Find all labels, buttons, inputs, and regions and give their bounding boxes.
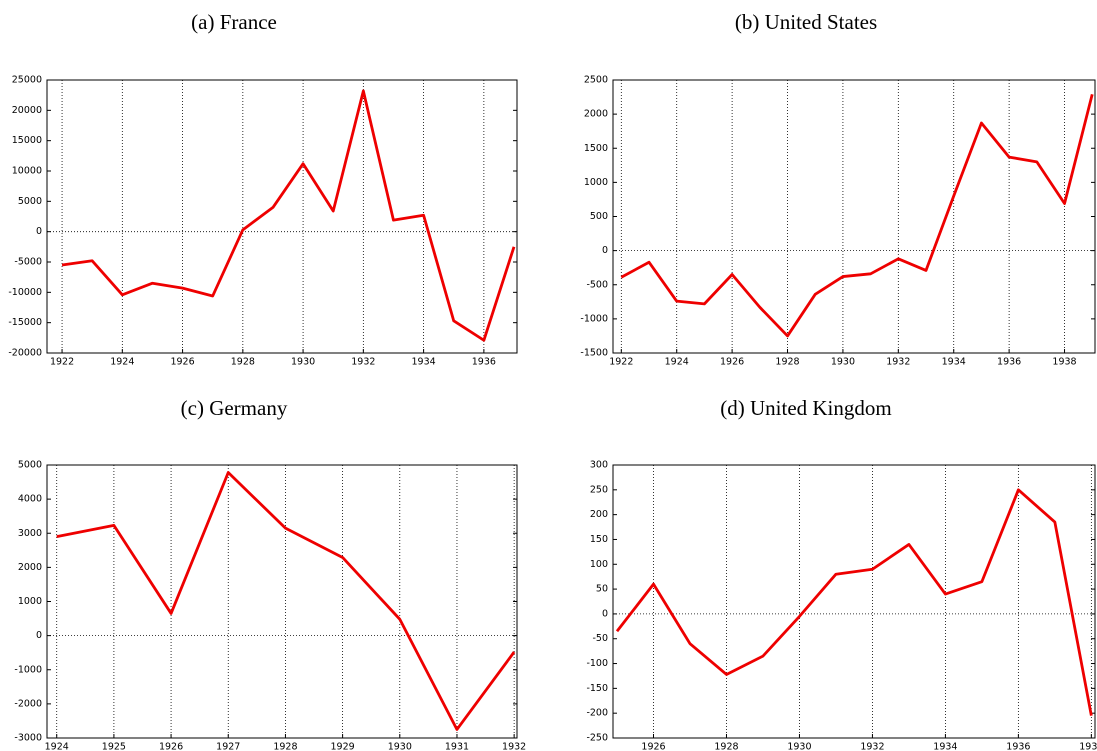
y-tick-label: 2000 [584,109,608,120]
plot-frame [612,464,1096,739]
plot-frame [46,464,518,739]
x-tick-label: 1934 [933,742,957,751]
y-tick-label: 5000 [18,460,42,471]
y-tick-label: 20000 [12,105,42,116]
x-tick-label: 1922 [609,357,633,368]
y-tick-label: 50 [596,584,608,595]
x-tick-label: 1934 [412,357,436,368]
data-line [620,93,1094,338]
x-tick-label: 1927 [216,742,240,751]
y-tick-label: 15000 [12,135,42,146]
x-tick-label: 1926 [159,742,183,751]
y-tick-label: 0 [602,608,608,619]
x-tick-label: 1922 [50,357,74,368]
x-tick-label: 1924 [45,742,69,751]
y-tick-label: -1000 [580,313,608,324]
x-tick-label: 1938 [1052,357,1076,368]
y-tick-label: -10000 [8,287,42,298]
x-tick-label: 1924 [665,357,689,368]
y-tick-label: 100 [590,559,608,570]
x-tick-label: 1928 [714,742,738,751]
x-tick-label: 1932 [351,357,375,368]
y-tick-label: -100 [586,658,608,669]
y-tick-label: 200 [590,509,608,520]
y-tick-label: 3000 [18,528,42,539]
x-tick-label: 1928 [273,742,297,751]
x-tick-label: 1930 [831,357,855,368]
x-tick-label: 1928 [775,357,799,368]
y-tick-label: 10000 [12,166,42,177]
y-tick-label: 0 [602,245,608,256]
x-tick-label: 1926 [641,742,665,751]
x-tick-label: 1938 [1079,742,1097,751]
x-tick-label: 1934 [942,357,966,368]
y-tick-label: -200 [586,708,608,719]
x-tick-label: 1932 [502,742,526,751]
y-tick-label: 300 [590,460,608,471]
x-tick-label: 1930 [291,357,315,368]
x-tick-label: 1936 [472,357,496,368]
y-tick-label: 0 [36,630,42,641]
panel-title: (b) United States [735,10,877,34]
x-tick-label: 1930 [388,742,412,751]
y-tick-label: 2000 [18,562,42,573]
x-tick-label: 1932 [886,357,910,368]
y-tick-label: -5000 [14,257,42,268]
y-tick-label: 1500 [584,143,608,154]
y-tick-label: -2000 [14,698,42,709]
y-tick-label: 5000 [18,196,42,207]
plot-frame [46,79,518,354]
data-line [61,89,516,342]
plot-frame [612,79,1096,354]
x-tick-label: 1926 [720,357,744,368]
y-tick-label: -150 [586,683,608,694]
x-tick-label: 1931 [445,742,469,751]
y-tick-label: -250 [586,733,608,744]
y-tick-label: 4000 [18,494,42,505]
y-tick-label: 150 [590,534,608,545]
x-tick-label: 1925 [102,742,126,751]
y-tick-label: -1000 [14,664,42,675]
panel-title: (a) France [191,10,277,34]
y-tick-label: 25000 [12,75,42,86]
x-tick-label: 1936 [997,357,1021,368]
panel-title: (d) United Kingdom [720,396,891,420]
panel-title: (c) Germany [181,396,288,420]
y-tick-label: 500 [590,211,608,222]
y-tick-label: -15000 [8,317,42,328]
x-tick-label: 1930 [787,742,811,751]
y-tick-label: 1000 [584,177,608,188]
x-tick-label: 1929 [331,742,355,751]
y-tick-label: -500 [586,279,608,290]
y-tick-label: 1000 [18,596,42,607]
x-tick-label: 1932 [860,742,884,751]
y-tick-label: 0 [36,226,42,237]
x-tick-label: 1924 [110,357,134,368]
x-tick-label: 1926 [170,357,194,368]
y-tick-label: -1500 [580,348,608,359]
y-tick-label: -3000 [14,733,42,744]
x-tick-label: 1928 [231,357,255,368]
y-tick-label: 250 [590,484,608,495]
y-tick-label: 2500 [584,75,608,86]
y-tick-label: -20000 [8,348,42,359]
data-line [56,471,516,731]
data-line [615,488,1093,716]
y-tick-label: -50 [592,633,608,644]
x-tick-label: 1936 [1006,742,1030,751]
